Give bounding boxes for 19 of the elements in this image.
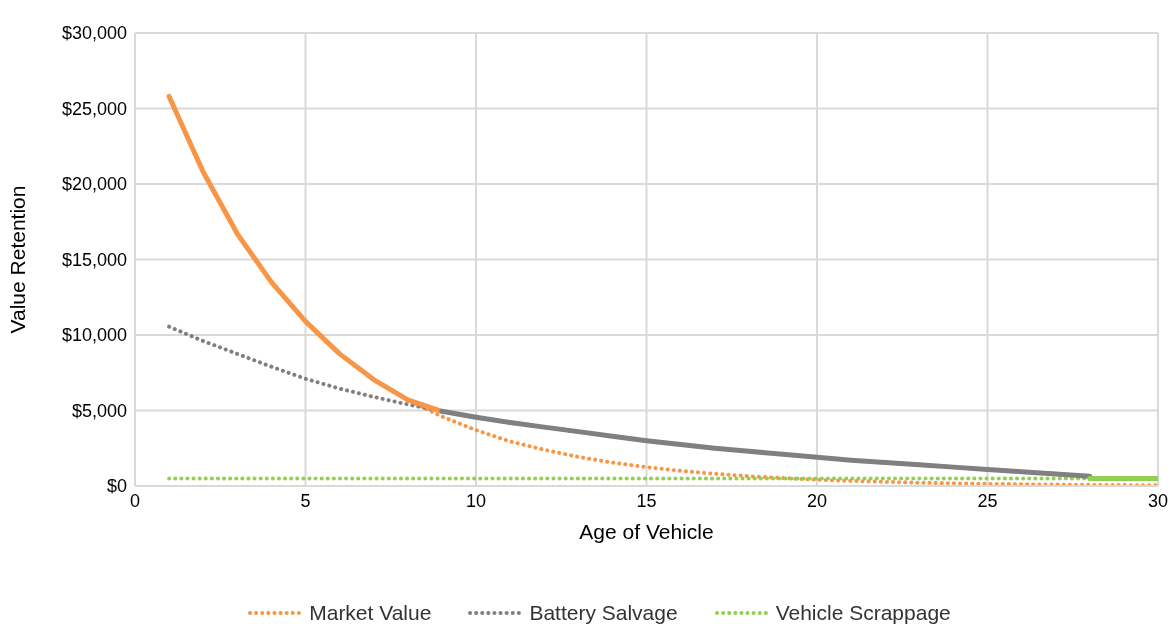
x-tick-label: 15 (636, 490, 657, 511)
x-tick-label: 30 (1147, 490, 1169, 511)
legend-label: Vehicle Scrappage (775, 601, 951, 625)
x-tick-label: 5 (300, 490, 311, 511)
y-tick-label: $15,000 (61, 249, 127, 270)
x-tick-label: 25 (977, 490, 998, 511)
y-tick-label: $30,000 (61, 23, 127, 44)
y-tick-label: $25,000 (61, 98, 127, 119)
legend-label: Battery Salvage (529, 601, 678, 625)
x-axis-title: Age of Vehicle (579, 520, 714, 543)
legend-label: Market Value (309, 601, 432, 625)
y-tick-label: $0 (106, 476, 127, 497)
y-tick-label: $10,000 (61, 325, 127, 346)
y-tick-label: $20,000 (61, 174, 127, 195)
x-tick-label: 0 (129, 490, 141, 511)
x-tick-label: 10 (465, 490, 487, 511)
y-tick-label: $5,000 (71, 400, 127, 421)
y-axis-title: Value Retention (6, 185, 30, 334)
x-tick-label: 20 (806, 490, 828, 511)
